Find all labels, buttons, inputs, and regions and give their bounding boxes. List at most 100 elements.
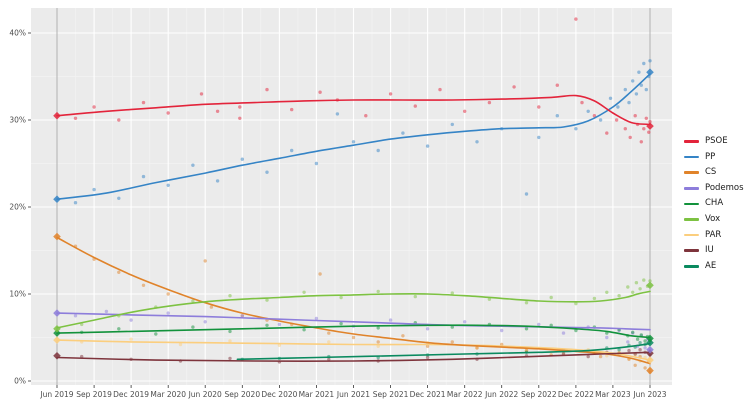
poll-dot-cha xyxy=(635,337,640,341)
poll-dot-vox xyxy=(634,281,639,285)
poll-dot-podemos xyxy=(388,318,393,322)
poll-dot-pp xyxy=(555,114,559,118)
poll-dot-par xyxy=(228,339,232,343)
legend-label: PP xyxy=(705,151,716,162)
x-tick-label: Dec 2021 xyxy=(410,390,446,399)
poll-dot-podemos xyxy=(203,320,207,324)
legend-label: PAR xyxy=(705,229,722,240)
poll-dot-psoe xyxy=(166,111,170,115)
x-tick-label: Mar 2022 xyxy=(447,390,483,399)
poll-dot-podemos xyxy=(166,311,170,315)
trend-line-psoe xyxy=(56,94,651,126)
legend-line-swatch-icon xyxy=(684,202,699,206)
poll-dot-pp xyxy=(117,196,121,200)
result-diamond-2019-pp xyxy=(53,195,61,203)
poll-dot-pp xyxy=(524,192,529,196)
poll-dot-par xyxy=(376,344,380,348)
poll-dot-podemos xyxy=(500,328,504,333)
poll-dot-vox xyxy=(376,289,380,294)
poll-dot-vox xyxy=(626,285,630,289)
x-tick-label: Mar 2023 xyxy=(595,390,631,399)
x-tick-label: Mar 2020 xyxy=(150,390,186,399)
poll-dot-cha xyxy=(117,327,121,331)
x-tick-label: Jun 2020 xyxy=(188,390,222,399)
poll-dot-pp xyxy=(634,92,639,96)
poll-dot-vox xyxy=(487,297,492,301)
poll-dot-podemos xyxy=(537,322,541,327)
poll-dot-pp xyxy=(642,61,646,66)
legend-line-swatch-icon xyxy=(684,155,699,159)
poll-dot-podemos xyxy=(425,327,430,331)
poll-dot-podemos xyxy=(314,316,319,321)
x-tick-label: Sep 2020 xyxy=(224,390,260,399)
x-tick-label: Sep 2022 xyxy=(521,390,557,399)
poll-dot-pp xyxy=(631,79,635,83)
poll-dot-psoe xyxy=(438,87,442,92)
poll-dot-par xyxy=(129,337,133,341)
poll-dot-vox xyxy=(413,294,417,299)
poll-dot-par xyxy=(178,342,183,347)
poll-dot-podemos xyxy=(104,309,109,314)
poll-dot-vox xyxy=(228,294,232,298)
poll-dot-iu xyxy=(586,354,590,359)
result-diamond-2023-psoe xyxy=(646,122,654,130)
poll-dot-psoe xyxy=(318,90,322,94)
poll-dot-psoe xyxy=(633,114,637,118)
poll-dot-pp xyxy=(637,70,641,74)
poll-dot-psoe xyxy=(73,116,78,121)
poll-dot-cs xyxy=(327,331,331,335)
legend-label: PSOE xyxy=(705,136,728,146)
y-tick-label: 20% xyxy=(9,203,26,212)
poll-dot-ae xyxy=(638,341,642,345)
poll-dot-vox xyxy=(631,290,635,294)
poll-dot-pp xyxy=(314,161,319,166)
poll-dot-psoe xyxy=(574,17,578,21)
result-diamond-2023-cs xyxy=(646,366,654,375)
poll-dot-cs xyxy=(425,344,430,348)
result-diamond-2019-iu xyxy=(53,352,61,360)
poll-dot-pp xyxy=(335,112,340,116)
legend-line-swatch-icon xyxy=(684,218,699,221)
result-diamond-2019-par xyxy=(53,336,61,344)
poll-dot-vox xyxy=(642,278,646,282)
poll-dot-cha xyxy=(302,328,306,332)
poll-dot-pp xyxy=(191,163,195,167)
poll-dot-pp xyxy=(351,140,356,144)
poll-dot-par xyxy=(605,354,609,358)
result-diamond-2019-cs xyxy=(53,232,61,241)
poll-dot-cha xyxy=(549,323,553,327)
legend-item-psoe: PSOE xyxy=(684,136,744,147)
result-diamond-2019-vox xyxy=(53,325,61,333)
trend-line-iu xyxy=(56,351,651,362)
poll-dot-psoe xyxy=(605,131,609,135)
poll-dot-cha xyxy=(265,323,269,327)
poll-dot-podemos xyxy=(643,346,647,350)
poll-dot-podemos xyxy=(240,314,244,318)
x-tick-label: Mar 2021 xyxy=(299,390,335,399)
poll-dot-pp xyxy=(73,201,78,205)
legend-label: CHA xyxy=(705,198,724,209)
x-tick-label: Dec 2019 xyxy=(113,390,149,399)
poll-dot-pp xyxy=(376,148,380,153)
poll-dot-psoe xyxy=(639,140,643,144)
poll-dot-pp xyxy=(648,59,652,63)
poll-dot-pp xyxy=(240,157,244,161)
poll-dot-cs xyxy=(401,334,405,338)
poll-dot-psoe xyxy=(265,87,269,92)
poll-dot-iu xyxy=(627,348,631,353)
poll-dot-psoe xyxy=(592,114,597,118)
legend-label: AE xyxy=(705,260,717,271)
poll-dot-cha xyxy=(639,333,643,337)
poll-dot-psoe xyxy=(648,120,652,124)
poll-dot-iu xyxy=(638,348,642,352)
legend-item-par: PAR xyxy=(684,230,744,241)
poll-dot-podemos xyxy=(626,340,630,344)
legend-item-pp: PP xyxy=(684,152,744,163)
legend-label: Podemos xyxy=(705,182,744,193)
x-tick-label: Sep 2021 xyxy=(373,390,409,399)
poll-dot-cs xyxy=(141,283,146,287)
poll-dot-cs xyxy=(351,335,356,340)
poll-dot-pp xyxy=(616,105,620,109)
poll-dot-vox xyxy=(302,290,306,294)
